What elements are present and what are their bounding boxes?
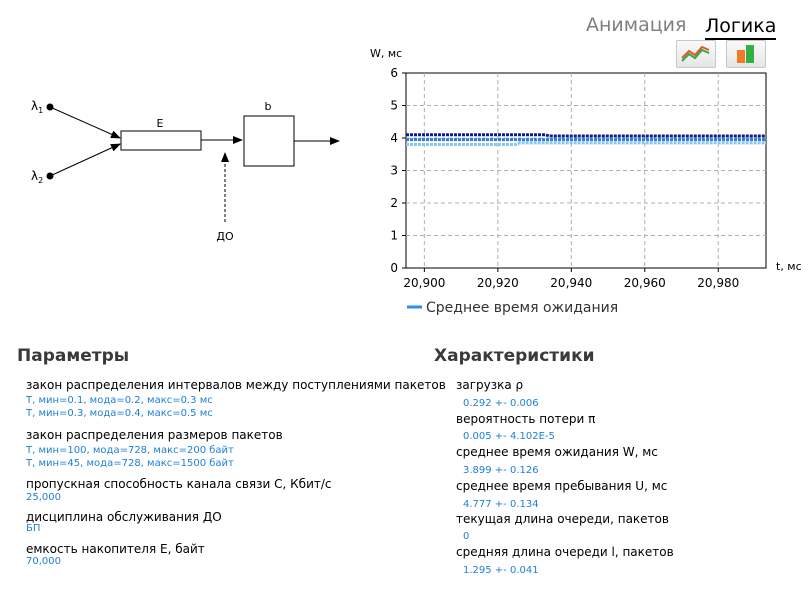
server-label: b bbox=[265, 100, 272, 113]
y-axis-label: W, мс bbox=[370, 47, 402, 60]
discipline-label: ДО bbox=[216, 230, 234, 243]
waiting-time-chart: 0 1 2 3 4 5 6 20,900 20,920 20,940 20,960 20,980 W, … bbox=[370, 47, 802, 316]
param-value-size-2: Т, мин=45, мода=728, макс=1500 байт bbox=[26, 458, 234, 469]
params-title: Параметры bbox=[17, 346, 130, 366]
x-axis-label: t, мс bbox=[776, 260, 802, 273]
param-value-discipline: БП bbox=[26, 523, 41, 534]
param-value-capacity: 25,000 bbox=[26, 492, 61, 503]
y-tick-label: 5 bbox=[390, 99, 398, 113]
tab-logic[interactable]: Логика bbox=[705, 14, 777, 40]
lambda2-label: λ2 bbox=[31, 169, 43, 185]
x-tick-label: 20,980 bbox=[697, 276, 739, 290]
lambda1-label: λ1 bbox=[31, 99, 43, 115]
char-value-queue-current: 0 bbox=[463, 531, 470, 542]
line-chart-icon bbox=[681, 45, 710, 62]
param-value-arrival-2: Т, мин=0.3, мода=0.4, макс=0.5 мс bbox=[26, 408, 213, 419]
char-label-queue-avg: средняя длина очереди l, пакетов bbox=[456, 545, 674, 559]
param-value-size-1: Т, мин=100, мода=728, макс=200 байт bbox=[26, 445, 234, 456]
series-line-3 bbox=[406, 141, 766, 146]
char-value-wait: 3.899 +- 0.126 bbox=[463, 465, 539, 476]
param-label-buffer: емкость накопителя E, байт bbox=[26, 542, 205, 556]
bar-chart-icon bbox=[737, 45, 754, 63]
x-tick-label: 20,900 bbox=[403, 276, 445, 290]
char-label-wait: среднее время ожидания W, мс bbox=[456, 445, 658, 459]
param-value-arrival-1: Т, мин=0.1, мода=0.2, макс=0.3 мс bbox=[26, 395, 213, 406]
param-label-arrival: закон распределения интервалов между пос… bbox=[26, 378, 446, 392]
series-line-1 bbox=[406, 133, 766, 138]
y-tick-label: 6 bbox=[390, 66, 398, 80]
server-box bbox=[243, 115, 295, 167]
y-tick-label: 2 bbox=[390, 196, 398, 210]
bar-chart-button[interactable] bbox=[726, 40, 766, 68]
buffer-box bbox=[120, 130, 202, 151]
param-label-discipline: дисциплина обслуживания ДО bbox=[26, 510, 222, 524]
char-value-queue-avg: 1.295 +- 0.041 bbox=[463, 565, 539, 576]
x-tick-label: 20,940 bbox=[550, 276, 592, 290]
char-value-loss: 0.005 +- 4.102E-5 bbox=[463, 431, 555, 442]
x-tick-label: 20,960 bbox=[624, 276, 666, 290]
buffer-label: E bbox=[157, 117, 164, 130]
arrow-source1 bbox=[49, 106, 121, 139]
char-label-loss: вероятность потери π bbox=[456, 412, 596, 426]
queue-diagram: λ1 λ2 E b ДО bbox=[31, 99, 340, 243]
param-label-size: закон распределения размеров пакетов bbox=[26, 428, 283, 442]
y-tick-label: 1 bbox=[390, 229, 398, 243]
x-tick-label: 20,920 bbox=[477, 276, 519, 290]
y-tick-label: 4 bbox=[390, 131, 398, 145]
legend-label: Среднее время ожидания bbox=[426, 300, 618, 316]
arrow-source2 bbox=[49, 143, 121, 177]
tab-animation[interactable]: Анимация bbox=[586, 14, 687, 36]
param-value-buffer: 70,000 bbox=[26, 556, 61, 567]
y-tick-label: 0 bbox=[390, 261, 398, 275]
chars-title: Характеристики bbox=[434, 346, 595, 366]
char-value-stay: 4.777 +- 0.134 bbox=[463, 499, 539, 510]
y-tick-label: 3 bbox=[390, 164, 398, 178]
char-label-stay: среднее время пребывания U, мс bbox=[456, 479, 668, 493]
line-chart-button[interactable] bbox=[676, 40, 716, 68]
char-label-load: загрузка ρ bbox=[456, 378, 524, 392]
param-label-capacity: пропускная способность канала связи C, К… bbox=[26, 477, 332, 491]
char-value-load: 0.292 +- 0.006 bbox=[463, 398, 539, 409]
plot-area bbox=[405, 72, 767, 269]
char-label-queue-current: текущая длина очереди, пакетов bbox=[456, 512, 669, 526]
